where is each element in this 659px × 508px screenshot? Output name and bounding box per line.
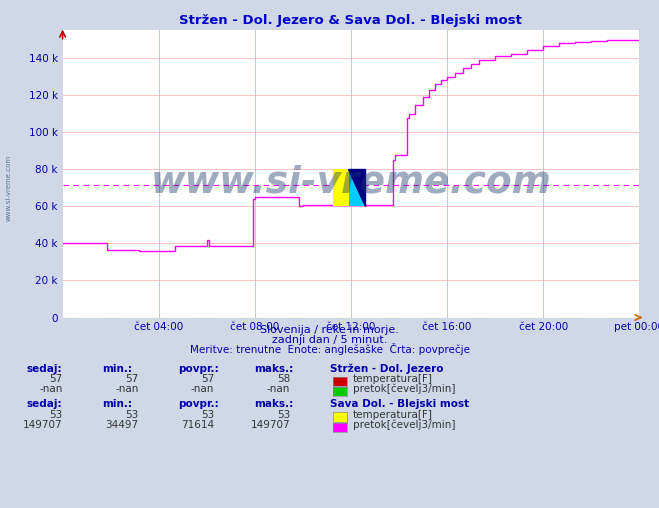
Text: Stržen - Dol. Jezero: Stržen - Dol. Jezero	[330, 363, 443, 374]
Text: zadnji dan / 5 minut.: zadnji dan / 5 minut.	[272, 335, 387, 345]
Text: pretok[čevelj3/min]: pretok[čevelj3/min]	[353, 384, 455, 394]
Text: 58: 58	[277, 374, 290, 384]
Bar	[333, 169, 349, 206]
Text: 34497: 34497	[105, 420, 138, 430]
Text: temperatura[F]: temperatura[F]	[353, 409, 432, 420]
Text: www.si-vreme.com: www.si-vreme.com	[5, 155, 12, 221]
Polygon shape	[348, 169, 365, 206]
Title: Stržen - Dol. Jezero & Sava Dol. - Blejski most: Stržen - Dol. Jezero & Sava Dol. - Blejs…	[179, 14, 523, 26]
Text: pretok[čevelj3/min]: pretok[čevelj3/min]	[353, 419, 455, 430]
Text: www.si-vreme.com: www.si-vreme.com	[150, 165, 552, 201]
Text: povpr.:: povpr.:	[178, 399, 219, 409]
Text: -nan: -nan	[40, 384, 63, 394]
Text: min.:: min.:	[102, 364, 132, 374]
Text: Sava Dol. - Blejski most: Sava Dol. - Blejski most	[330, 399, 469, 409]
Text: povpr.:: povpr.:	[178, 364, 219, 374]
Text: Slovenija / reke in morje.: Slovenija / reke in morje.	[260, 325, 399, 335]
Text: -nan: -nan	[191, 384, 214, 394]
Text: Meritve: trenutne  Enote: anglešaške  Črta: povprečje: Meritve: trenutne Enote: anglešaške Črta…	[190, 343, 469, 355]
Text: 149707: 149707	[23, 420, 63, 430]
Text: 57: 57	[49, 374, 63, 384]
Text: 53: 53	[277, 409, 290, 420]
Text: temperatura[F]: temperatura[F]	[353, 374, 432, 384]
Text: 53: 53	[201, 409, 214, 420]
Text: -nan: -nan	[267, 384, 290, 394]
Text: sedaj:: sedaj:	[26, 399, 62, 409]
Bar	[349, 169, 365, 206]
Text: maks.:: maks.:	[254, 364, 293, 374]
Text: 57: 57	[201, 374, 214, 384]
Text: maks.:: maks.:	[254, 399, 293, 409]
Text: 71614: 71614	[181, 420, 214, 430]
Text: 57: 57	[125, 374, 138, 384]
Text: 53: 53	[125, 409, 138, 420]
Text: min.:: min.:	[102, 399, 132, 409]
Text: 53: 53	[49, 409, 63, 420]
Text: -nan: -nan	[115, 384, 138, 394]
Text: sedaj:: sedaj:	[26, 364, 62, 374]
Text: 149707: 149707	[250, 420, 290, 430]
